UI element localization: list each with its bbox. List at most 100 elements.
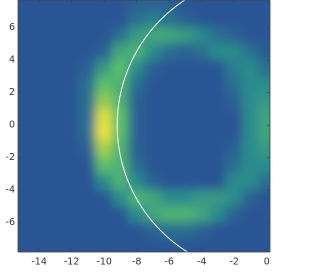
heatmap-cell bbox=[95, 75, 113, 94]
heatmap-cell bbox=[144, 222, 162, 240]
y-tick-label: -4 bbox=[6, 185, 15, 196]
y-tick-label: -6 bbox=[6, 217, 15, 228]
heatmap-cell bbox=[46, 124, 65, 142]
heatmap-cell bbox=[225, 27, 243, 45]
heatmap-cell bbox=[63, 92, 81, 110]
heatmap-cell bbox=[258, 124, 270, 142]
heatmap-cell bbox=[30, 43, 48, 61]
y-tick-label: -2 bbox=[6, 152, 15, 163]
heatmap-cell bbox=[128, 75, 146, 94]
heatmap-cell bbox=[30, 222, 48, 240]
heatmap-cell bbox=[176, 43, 195, 61]
heatmap-cell bbox=[63, 140, 81, 159]
heatmap-cell bbox=[225, 140, 243, 159]
heatmap-cell bbox=[95, 222, 113, 240]
heatmap-cell bbox=[18, 205, 32, 224]
heatmap-cell bbox=[241, 205, 260, 224]
heatmap-cell bbox=[209, 108, 227, 126]
heatmap-cell bbox=[144, 189, 162, 207]
heatmap-cell bbox=[258, 43, 270, 61]
heatmap-cell bbox=[79, 75, 97, 94]
heatmap-cell bbox=[144, 43, 162, 61]
heatmap-cell bbox=[209, 27, 227, 45]
heatmap-cell bbox=[18, 0, 32, 12]
heatmap-cell bbox=[209, 238, 227, 252]
heatmap-cell bbox=[79, 124, 97, 142]
heatmap-cell bbox=[30, 189, 48, 207]
heatmap-cell bbox=[160, 43, 178, 61]
heatmap-cell bbox=[160, 59, 178, 77]
heatmap-cell bbox=[95, 124, 113, 142]
heatmap-cell bbox=[193, 59, 211, 77]
heatmap-cell bbox=[95, 108, 113, 126]
heatmap-cell bbox=[111, 205, 130, 224]
x-tick-label: -4 bbox=[197, 257, 206, 268]
heatmap-cell bbox=[95, 27, 113, 45]
heatmap-cell bbox=[258, 27, 270, 45]
heatmap-cell bbox=[160, 0, 178, 12]
heatmap-cell bbox=[209, 10, 227, 29]
heatmap-cell bbox=[160, 157, 178, 175]
heatmap-cell bbox=[209, 222, 227, 240]
y-tick-label: 0 bbox=[9, 120, 15, 131]
heatmap-cell bbox=[241, 140, 260, 159]
heatmap-cell bbox=[128, 10, 146, 29]
heatmap-cell bbox=[111, 108, 130, 126]
heatmap-cell bbox=[160, 27, 178, 45]
heatmap-cell bbox=[63, 173, 81, 191]
heatmap-cell bbox=[241, 10, 260, 29]
heatmap-cell bbox=[30, 59, 48, 77]
heatmap-cell bbox=[258, 75, 270, 94]
heatmap-cell bbox=[18, 108, 32, 126]
heatmap-cell bbox=[111, 189, 130, 207]
heatmap-cell bbox=[258, 157, 270, 175]
heatmap-cell bbox=[18, 238, 32, 252]
heatmap-cell bbox=[241, 189, 260, 207]
heatmap-cell bbox=[79, 189, 97, 207]
heatmap-cell bbox=[144, 10, 162, 29]
x-tick-label: -10 bbox=[96, 257, 112, 268]
heatmap-cell bbox=[79, 157, 97, 175]
heatmap-cell bbox=[111, 27, 130, 45]
heatmap-cell bbox=[160, 124, 178, 142]
heatmap-cell bbox=[46, 157, 65, 175]
heatmap-cell bbox=[160, 222, 178, 240]
heatmap-cell bbox=[30, 157, 48, 175]
heatmap-cell bbox=[18, 75, 32, 94]
heatmap-cell bbox=[63, 43, 81, 61]
heatmap-cell bbox=[193, 108, 211, 126]
heatmap-cell bbox=[63, 108, 81, 126]
heatmap-cell bbox=[128, 92, 146, 110]
heatmap-cell bbox=[144, 27, 162, 45]
heatmap-cell bbox=[79, 140, 97, 159]
heatmap-cell bbox=[111, 59, 130, 77]
heatmap-cell bbox=[225, 0, 243, 12]
heatmap-cell bbox=[160, 10, 178, 29]
heatmap-cell bbox=[225, 92, 243, 110]
heatmap-cell bbox=[225, 124, 243, 142]
heatmap-cell bbox=[258, 173, 270, 191]
x-tick-label: 0 bbox=[264, 257, 270, 268]
heatmap-cell bbox=[111, 222, 130, 240]
y-tick-label: 4 bbox=[9, 55, 15, 66]
heatmap-cell bbox=[160, 140, 178, 159]
heatmap-cell bbox=[225, 238, 243, 252]
heatmap-cell bbox=[30, 108, 48, 126]
heatmap-cell bbox=[258, 92, 270, 110]
heatmap-cell bbox=[111, 238, 130, 252]
heatmap-cell bbox=[128, 173, 146, 191]
heatmap-cell bbox=[128, 108, 146, 126]
heatmap-cell bbox=[46, 43, 65, 61]
heatmap-cell bbox=[144, 75, 162, 94]
x-tick-label: -2 bbox=[229, 257, 238, 268]
overlay-circle bbox=[116, 0, 189, 252]
heatmap-cell bbox=[46, 0, 65, 12]
heatmap-cell bbox=[209, 43, 227, 61]
heatmap-cell bbox=[241, 124, 260, 142]
heatmap-cell bbox=[193, 43, 211, 61]
heatmap-cell bbox=[128, 222, 146, 240]
chart: -14 -12 -10 -8 -6 -4 -2 0 -6 -4 -2 0 2 4 6 bbox=[6, 0, 271, 268]
heatmap-cell bbox=[111, 140, 130, 159]
heatmap-cell bbox=[225, 108, 243, 126]
heatmap-cell bbox=[79, 205, 97, 224]
